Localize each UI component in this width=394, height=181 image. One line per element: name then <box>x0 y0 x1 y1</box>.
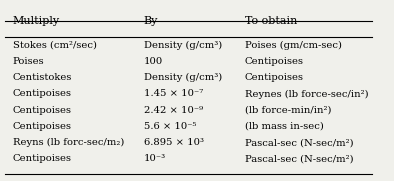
Text: Density (g/cm³): Density (g/cm³) <box>144 73 222 82</box>
Text: Reynes (lb force-sec/in²): Reynes (lb force-sec/in²) <box>245 89 368 98</box>
Text: Density (g/cm³): Density (g/cm³) <box>144 41 222 50</box>
Text: 1.45 × 10⁻⁷: 1.45 × 10⁻⁷ <box>144 89 203 98</box>
Text: Pascal-sec (N-sec/m²): Pascal-sec (N-sec/m²) <box>245 154 353 163</box>
Text: Centistokes: Centistokes <box>13 73 72 82</box>
Text: 10⁻³: 10⁻³ <box>144 154 166 163</box>
Text: Centipoises: Centipoises <box>245 73 304 82</box>
Text: Reyns (lb forc-sec/m₂): Reyns (lb forc-sec/m₂) <box>13 138 124 147</box>
Text: Stokes (cm²/sec): Stokes (cm²/sec) <box>13 41 97 50</box>
Text: (lb force-min/in²): (lb force-min/in²) <box>245 106 331 115</box>
Text: To obtain: To obtain <box>245 16 297 26</box>
Text: Pascal-sec (N-sec/m²): Pascal-sec (N-sec/m²) <box>245 138 353 147</box>
Text: Centipoises: Centipoises <box>13 122 72 131</box>
Text: By: By <box>144 16 158 26</box>
Text: 2.42 × 10⁻⁹: 2.42 × 10⁻⁹ <box>144 106 203 115</box>
Text: Multiply: Multiply <box>13 16 60 26</box>
Text: Centipoises: Centipoises <box>13 106 72 115</box>
Text: (lb mass in-sec): (lb mass in-sec) <box>245 122 323 131</box>
Text: 5.6 × 10⁻⁵: 5.6 × 10⁻⁵ <box>144 122 196 131</box>
Text: 6.895 × 10³: 6.895 × 10³ <box>144 138 204 147</box>
Text: Centipoises: Centipoises <box>245 57 304 66</box>
Text: Centipoises: Centipoises <box>13 89 72 98</box>
Text: Centipoises: Centipoises <box>13 154 72 163</box>
Text: Poises (gm/cm-sec): Poises (gm/cm-sec) <box>245 41 342 50</box>
Text: 100: 100 <box>144 57 163 66</box>
Text: Poises: Poises <box>13 57 44 66</box>
